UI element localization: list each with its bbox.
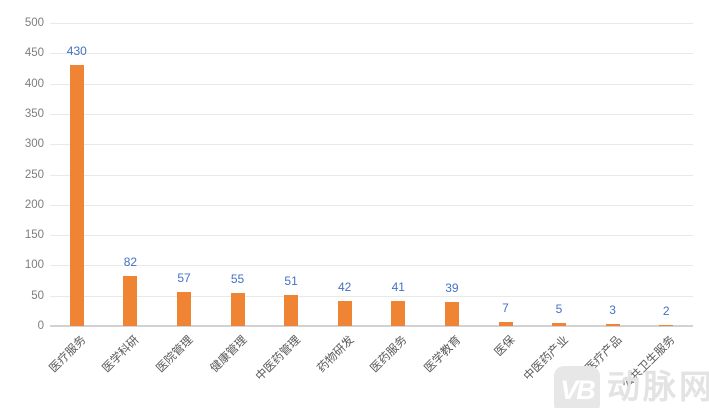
gridline [50,204,693,206]
bar [69,65,84,326]
gridline [50,144,693,146]
gridline [50,265,693,267]
bar [123,276,138,326]
y-axis-tick-label: 0 [37,320,44,332]
gridline [50,53,693,55]
bar-value-label: 3 [609,303,616,318]
y-axis-tick-label: 150 [24,229,44,242]
gridline [50,83,693,85]
category-label-text: 医学科研 [100,334,142,376]
gridline [50,174,693,176]
y-axis-tick-label: 50 [31,289,44,302]
bar [605,324,620,326]
y-axis-tick-label: 250 [24,168,44,181]
bar-value-label: 51 [284,274,298,289]
bar-value-label: 7 [502,300,509,315]
bar-value-label: 430 [66,44,87,59]
gridline [50,235,693,237]
bar [337,300,352,326]
bar-value-label: 82 [123,255,138,270]
y-axis-tick-label: 400 [24,77,44,90]
bar [552,323,566,326]
bar [230,292,245,326]
y-axis-tick-label: 350 [24,107,44,120]
bar-value-label: 55 [230,271,245,286]
category-label-text: 医疗服务 [47,334,89,376]
category-label-text: 医保 [492,334,517,359]
category-label-text: 中医药管理 [253,334,303,384]
y-axis-tick-label: 200 [24,198,44,211]
bar [284,295,299,326]
bar-value-label: 42 [338,279,352,294]
bar-value-label: 2 [662,303,670,318]
watermark-logo-text: VB [560,374,595,405]
x-axis-line [50,325,693,327]
watermark: VB 动脉网 [554,366,709,408]
bar-value-label: 57 [177,270,191,285]
bar [177,291,191,326]
watermark-text: 动脉网 [607,368,709,405]
gridline [50,113,693,115]
bar-value-label: 41 [391,280,405,295]
gridline [50,23,693,24]
y-axis-tick-label: 300 [24,138,44,151]
category-label-text: 药物研发 [315,334,357,376]
bar-value-label: 5 [555,302,563,316]
vcbeat-logo-icon: VB [554,366,600,408]
y-axis-tick-label: 100 [24,259,44,272]
bar [391,301,406,326]
gridline [50,295,693,297]
bar [659,324,674,326]
y-axis-tick-label: 450 [24,47,44,60]
category-label-text: 医院管理 [154,334,196,376]
y-axis-tick-label: 500 [24,17,44,29]
category-label-text: 医学教育 [422,334,464,376]
category-label-text: 医药服务 [368,334,410,376]
category-label-text: 健康管理 [207,334,249,376]
bar [444,302,459,326]
bar-value-label: 39 [445,281,459,296]
bar [498,321,513,326]
